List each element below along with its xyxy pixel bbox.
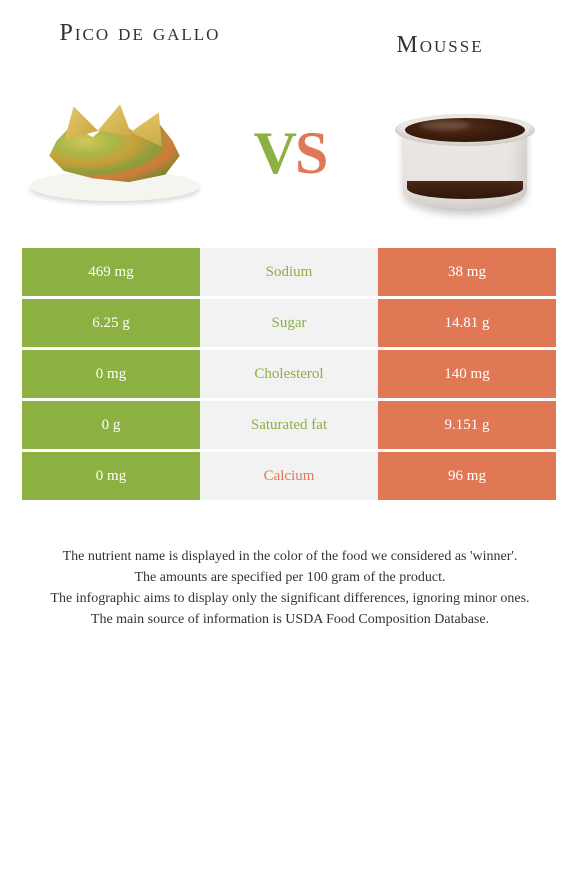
cell-left-value: 469 mg [22, 248, 200, 296]
nutrition-table: 469 mgSodium38 mg6.25 gSugar14.81 g0 mgC… [0, 248, 580, 500]
footer-line: The main source of information is USDA F… [28, 611, 552, 630]
image-mousse [380, 93, 550, 213]
table-row: 0 mgCalcium96 mg [22, 452, 558, 500]
cell-left-value: 0 mg [22, 452, 200, 500]
cell-left-value: 6.25 g [22, 299, 200, 347]
cell-nutrient-label: Saturated fat [200, 401, 378, 449]
cell-nutrient-label: Cholesterol [200, 350, 378, 398]
footer-line: The infographic aims to display only the… [28, 590, 552, 609]
vs-v: V [254, 120, 295, 186]
cell-right-value: 140 mg [378, 350, 556, 398]
images-row: VS [0, 68, 580, 248]
title-right: Mousse [340, 32, 540, 58]
image-pico-de-gallo [30, 93, 200, 213]
cell-right-value: 9.151 g [378, 401, 556, 449]
table-row: 0 mgCholesterol140 mg [22, 350, 558, 398]
title-left: Pico de gallo [40, 20, 240, 58]
cell-nutrient-label: Sugar [200, 299, 378, 347]
cell-nutrient-label: Sodium [200, 248, 378, 296]
table-row: 469 mgSodium38 mg [22, 248, 558, 296]
footer-line: The nutrient name is displayed in the co… [28, 548, 552, 567]
cell-left-value: 0 mg [22, 350, 200, 398]
vs-label: VS [254, 119, 327, 188]
vs-s: S [295, 120, 326, 186]
footer-notes: The nutrient name is displayed in the co… [0, 503, 580, 630]
cell-right-value: 14.81 g [378, 299, 556, 347]
cell-nutrient-label: Calcium [200, 452, 378, 500]
cell-right-value: 38 mg [378, 248, 556, 296]
header: Pico de gallo Mousse [0, 0, 580, 68]
footer-line: The amounts are specified per 100 gram o… [28, 569, 552, 588]
cell-right-value: 96 mg [378, 452, 556, 500]
table-row: 0 gSaturated fat9.151 g [22, 401, 558, 449]
cell-left-value: 0 g [22, 401, 200, 449]
table-row: 6.25 gSugar14.81 g [22, 299, 558, 347]
